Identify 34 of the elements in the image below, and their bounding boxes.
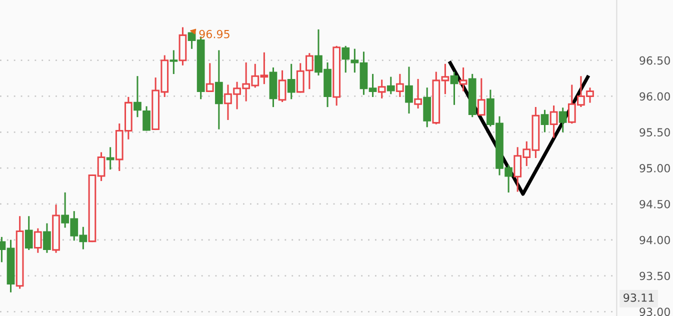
annotation: 96.95 — [199, 30, 230, 38]
candlestick — [396, 74, 404, 97]
candlestick — [558, 108, 567, 132]
candlestick — [540, 110, 549, 132]
y-tick-label: 93.50 — [640, 272, 670, 280]
candlestick — [405, 66, 413, 114]
y-tick-label: 94.00 — [640, 236, 670, 244]
y-tick-label: 93.00 — [640, 308, 670, 316]
candlestick — [34, 228, 42, 253]
candlestick — [287, 64, 296, 100]
candlestick — [459, 67, 468, 92]
candlestick — [43, 223, 51, 253]
candlestick — [477, 78, 486, 116]
candlestick — [423, 88, 432, 128]
candlestick — [450, 72, 458, 105]
candlestick — [378, 80, 386, 98]
candlestick — [142, 106, 150, 131]
y-tick-label: 94.50 — [640, 200, 670, 208]
candlestick — [206, 63, 214, 92]
candlestick — [170, 50, 178, 74]
candlestick — [278, 70, 286, 102]
candlestick — [414, 78, 422, 108]
y-tick-label: 96.00 — [640, 92, 670, 101]
candlestick — [24, 216, 33, 250]
y-tick-label: 95.50 — [640, 128, 670, 137]
candlestick — [215, 50, 223, 130]
candlestick — [386, 76, 395, 94]
text: 93.11 — [624, 293, 654, 302]
candlestick — [134, 76, 142, 118]
y-tick-label: 95.00 — [640, 164, 670, 172]
y-tick-label: 96.50 — [640, 56, 670, 65]
candlestick — [342, 46, 350, 73]
candlestick — [106, 147, 114, 170]
candlestick — [550, 106, 558, 138]
